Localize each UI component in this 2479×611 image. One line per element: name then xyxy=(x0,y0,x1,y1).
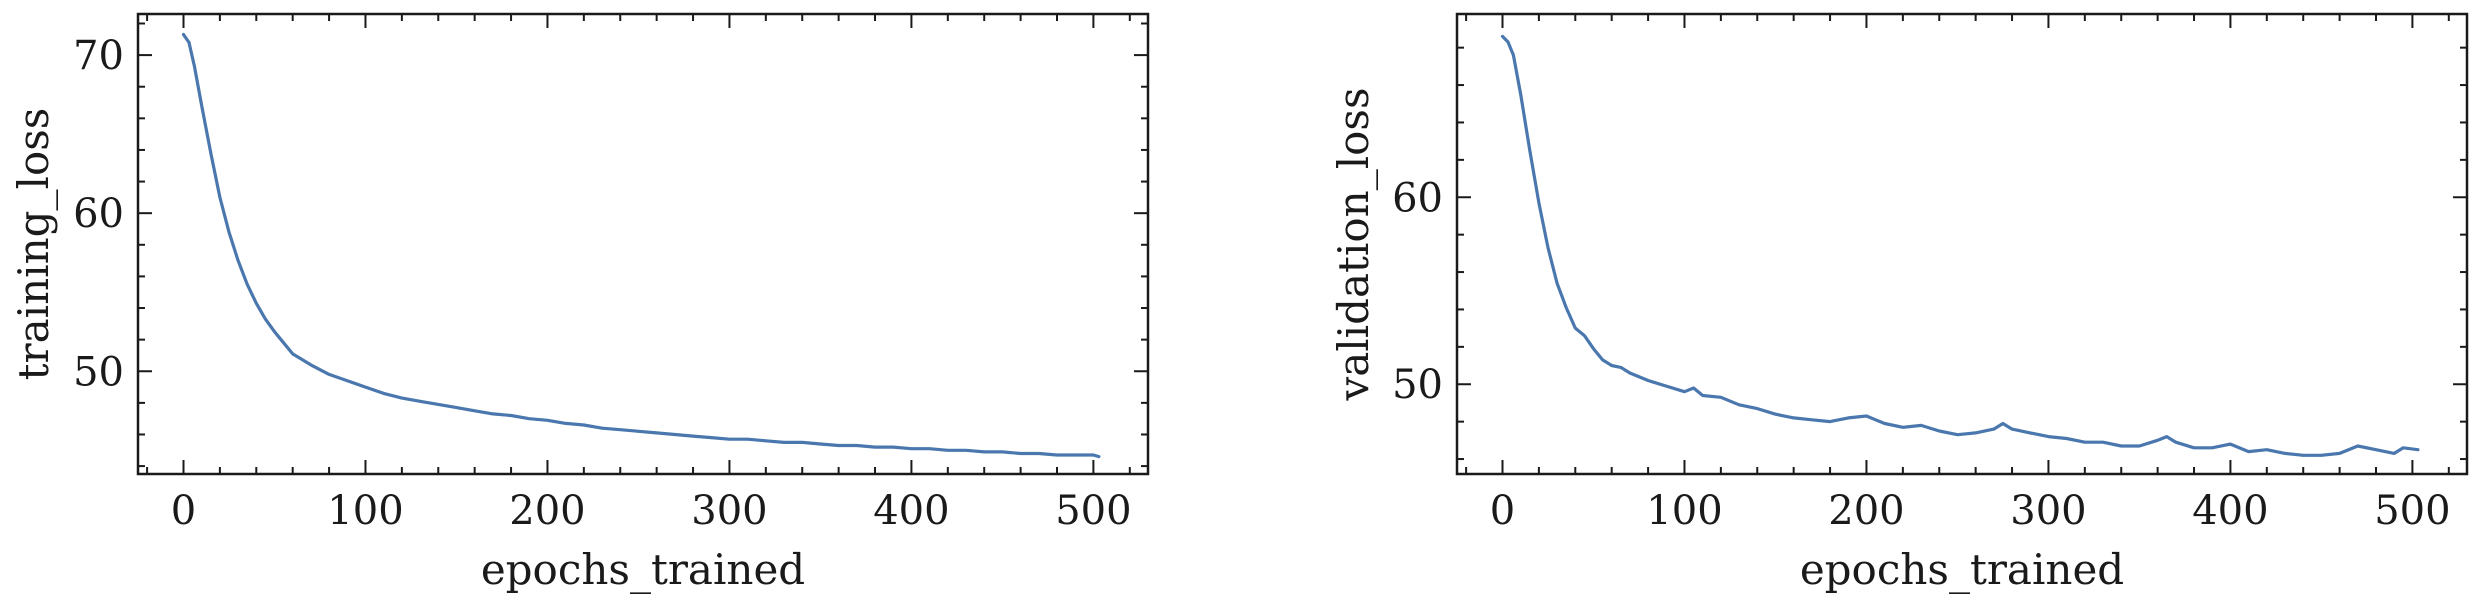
y-tick-label: 70 xyxy=(73,33,124,79)
training-loss-chart: 0 100 200 300 400 500 50 60 70 epochs_trained t… xyxy=(9,12,1150,594)
y-tick-label: 60 xyxy=(1392,175,1443,221)
y-axis-label: validation_loss xyxy=(1329,87,1378,401)
training-loss-line xyxy=(181,32,1101,459)
y-tick-label: 50 xyxy=(73,349,124,395)
x-tick-labels: 0 100 200 300 400 500 xyxy=(1490,488,2451,534)
x-tick-label: 200 xyxy=(1828,488,1904,534)
plot-frame xyxy=(136,12,1150,476)
tick-marks xyxy=(138,14,1148,474)
tick-marks xyxy=(1457,14,2467,474)
y-axis-label: training_loss xyxy=(9,108,58,381)
x-tick-label: 100 xyxy=(1646,488,1722,534)
x-tick-label: 200 xyxy=(509,488,585,534)
x-tick-label: 400 xyxy=(2192,488,2268,534)
x-tick-label: 500 xyxy=(1055,488,1131,534)
validation-loss-chart: 0 100 200 300 400 500 50 60 epochs_trained val… xyxy=(1329,12,2469,594)
x-tick-label: 0 xyxy=(1490,488,1515,534)
x-tick-label: 0 xyxy=(171,488,196,534)
x-tick-label: 400 xyxy=(873,488,949,534)
x-tick-labels: 0 100 200 300 400 500 xyxy=(171,488,1132,534)
y-tick-labels: 50 60 70 xyxy=(73,33,124,395)
x-axis-label: epochs_trained xyxy=(1800,545,2124,594)
x-tick-label: 300 xyxy=(2010,488,2086,534)
validation-loss-line xyxy=(1500,34,2420,457)
y-tick-label: 60 xyxy=(73,191,124,237)
x-tick-label: 300 xyxy=(691,488,767,534)
x-tick-label: 100 xyxy=(327,488,403,534)
x-tick-label: 500 xyxy=(2374,488,2450,534)
x-axis-label: epochs_trained xyxy=(481,545,805,594)
plot-frame xyxy=(1455,12,2469,476)
y-tick-labels: 50 60 xyxy=(1392,175,1443,408)
y-tick-label: 50 xyxy=(1392,362,1443,408)
